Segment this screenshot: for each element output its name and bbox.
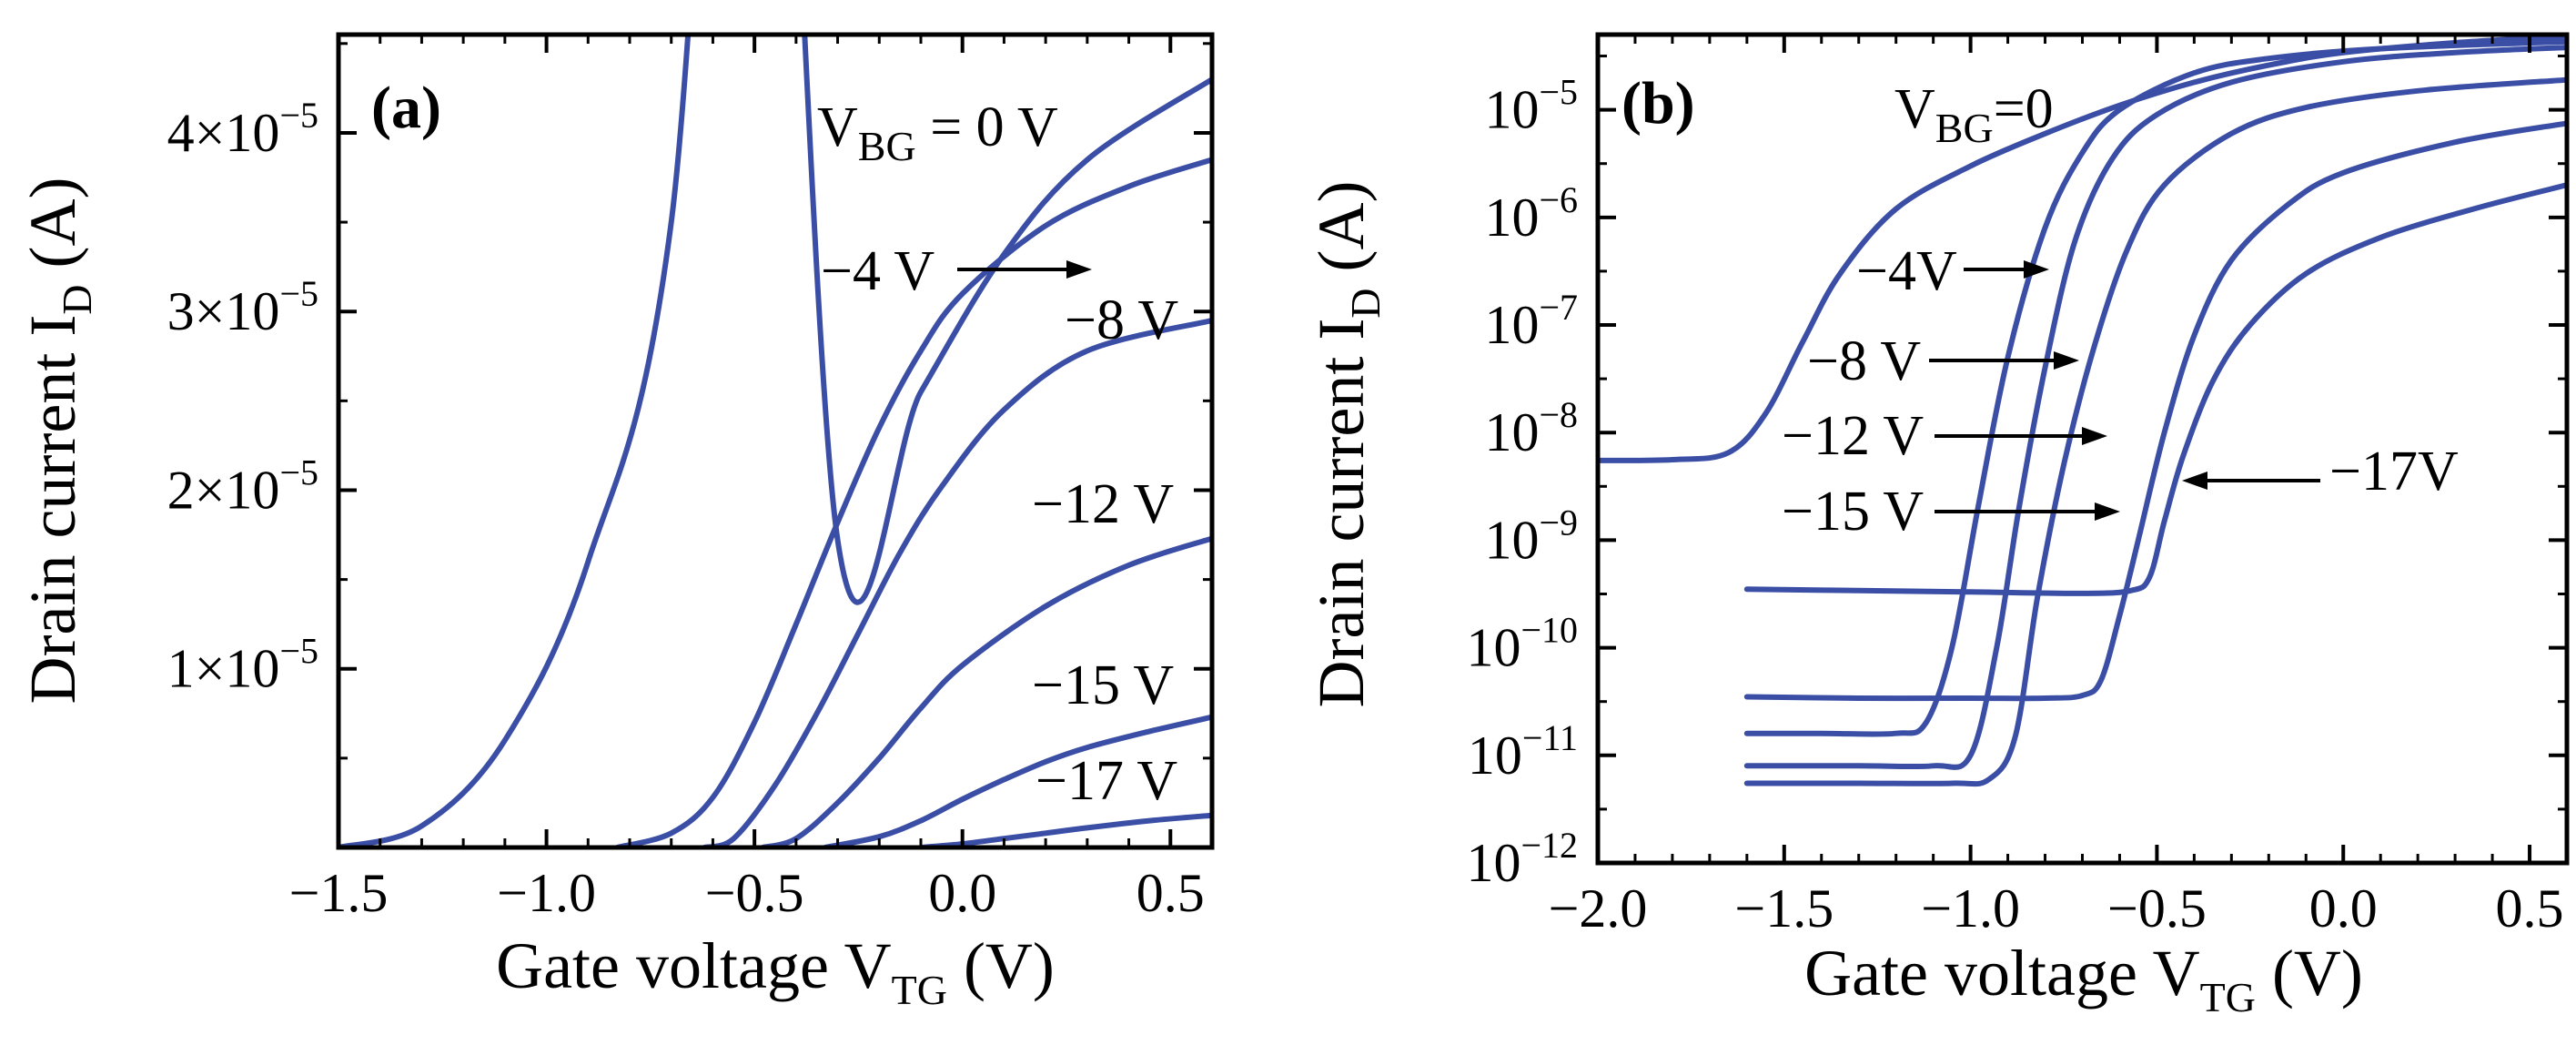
panel-b-y-tick-label: 10−12 (1466, 825, 1578, 893)
panel-b-arrowhead-minus4 (2024, 260, 2049, 279)
panel-b-series-12-v (1743, 76, 2567, 787)
panel-b-arrowhead-minus8 (2054, 351, 2079, 370)
panel-a-y-tick-label: 1×10−5 (167, 631, 318, 699)
panel-a-series-v-bg-0-v (338, 35, 1212, 847)
panel-b-series-4v (1743, 38, 2567, 737)
panel-a-annotation-minus8: −8 V (1065, 289, 1178, 351)
panel-a-y-tick-label: 4×10−5 (167, 95, 318, 163)
panel-b-y-tick-label: 10−10 (1466, 610, 1578, 678)
panel-a-ticks: −1.5 −1.0 −0.5 0.0 0.5 1×10−5 2×10−5 3×10−5 4×10… (167, 35, 1214, 923)
panel-b-series-17v (1743, 182, 2567, 596)
panel-a-y-tick-label: 3×10−5 (167, 273, 318, 341)
panel-b-arrowhead-minus12 (2082, 427, 2107, 445)
panel-a-series-8-v (702, 318, 1212, 847)
panel-b-arrowhead-minus15 (2095, 502, 2120, 521)
panel-b-annotation-minus17: −17V (2329, 441, 2459, 502)
panel-b-y-tick-label: 10−5 (1484, 72, 1578, 140)
panel-a-annotation-minus4: −4 V (821, 240, 934, 302)
panel-a-series-4-v (614, 157, 1212, 847)
panel-a-chart: −1.5 −1.0 −0.5 0.0 0.5 1×10−5 2×10−5 3×10−5 4×10… (16, 32, 1215, 1013)
panel-a-x-tick-label: −1.0 (497, 863, 596, 923)
panel-a-arrowhead-minus4 (1066, 260, 1092, 279)
panel-b-arrowhead-minus17 (2182, 472, 2207, 490)
panel-a-x-tick-label: −1.5 (289, 863, 389, 923)
panel-b-x-tick-label: −2.0 (1549, 878, 1648, 938)
panel-a-plot-frame (336, 32, 1215, 850)
panel-a-curves (338, 35, 1212, 847)
panel-b-y-tick-label: 10−9 (1484, 502, 1578, 570)
panel-a-vbg-annotation: VBG = 0 V (817, 96, 1058, 169)
panel-a-x-axis-title: Gate voltage VTG (V) (496, 929, 1055, 1013)
panel-b-y-tick-label: 10−11 (1468, 717, 1578, 786)
panel-a-x-tick-label: −0.5 (705, 863, 804, 923)
panel-a-series-17-v (918, 812, 1212, 847)
panel-b-annotation-minus15: −15 V (1782, 481, 1924, 543)
panel-b-annotation-minus4: −4V (1856, 240, 1957, 302)
panel-b-chart: −2.0 −1.5 −1.0 −0.5 0.0 0.5 10−12 10−11 10−10 10−… (1305, 32, 2570, 1020)
panel-b-annotation-minus12: −12 V (1782, 405, 1924, 467)
panel-b-ticks: −2.0 −1.5 −1.0 −0.5 0.0 0.5 10−12 10−11 10−10 10−… (1466, 35, 2569, 938)
panel-a-annotation-minus15: −15 V (1032, 654, 1174, 716)
panel-b-y-axis-title: Drain current ID (A) (1305, 181, 1389, 708)
panel-b-x-tick-label: 0.0 (2309, 878, 2378, 938)
panel-a-series-12-v (760, 535, 1212, 847)
panel-a-y-tick-label: 2×10−5 (167, 451, 318, 520)
panel-a-annotation-minus12: −12 V (1032, 473, 1174, 535)
panel-b-x-tick-label: −1.5 (1734, 878, 1834, 938)
panel-b-series-8-v (1743, 45, 2567, 770)
panel-b-y-tick-label: 10−6 (1484, 179, 1578, 248)
panel-b-annotation-minus8: −8 V (1807, 330, 1921, 392)
panel-b-x-tick-label: 0.5 (2496, 878, 2564, 938)
panel-b-x-axis-title: Gate voltage VTG (V) (1804, 937, 2363, 1020)
panel-b-series-15-v (1743, 120, 2567, 702)
panel-a-x-tick-label: 0.0 (928, 863, 996, 923)
panel-b-vbg-annotation: VBG=0 (1894, 78, 2054, 151)
panel-a-series-15-v (822, 714, 1212, 847)
panel-b-curves (1598, 35, 2567, 787)
panel-b-y-tick-label: 10−8 (1484, 394, 1578, 462)
panel-a-annotation-minus17: −17 V (1035, 750, 1177, 812)
panel-b-x-tick-label: −1.0 (1921, 878, 2020, 938)
panel-b-label: (b) (1621, 70, 1695, 137)
panel-a-x-tick-label: 0.5 (1136, 863, 1205, 923)
panel-a-label: (a) (371, 75, 441, 141)
panel-b-x-tick-label: −0.5 (2107, 878, 2207, 938)
panel-b-y-tick-label: 10−7 (1484, 287, 1578, 355)
panel-a-y-axis-title: Drain current ID (A) (16, 178, 100, 705)
